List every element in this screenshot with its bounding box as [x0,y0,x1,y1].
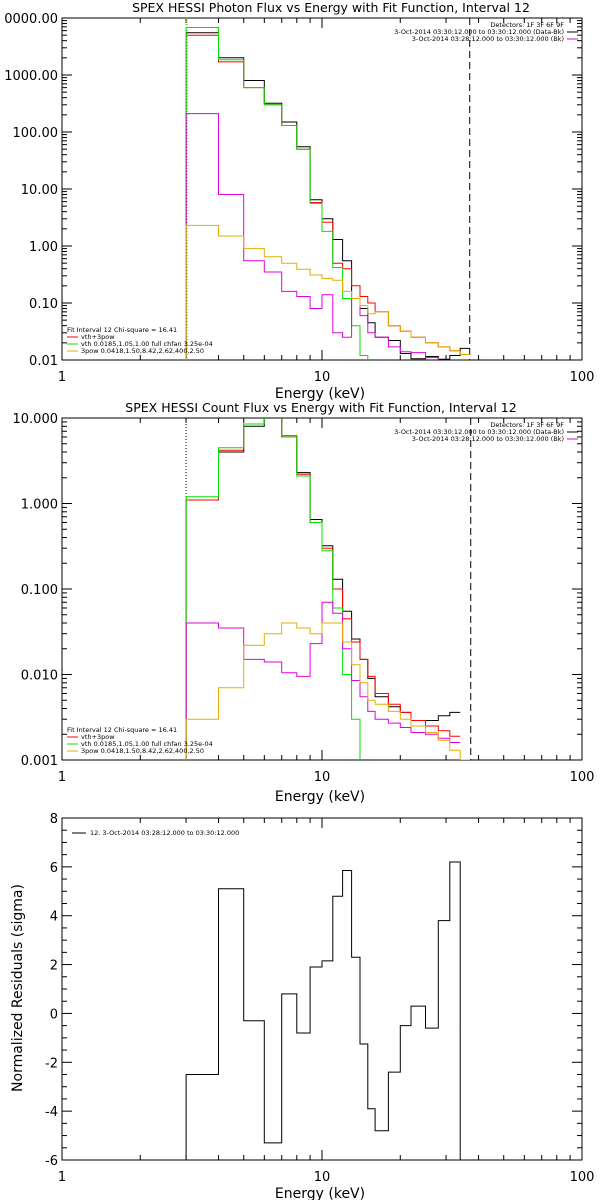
x-tick-label: 100 [570,370,595,385]
series-3-line [185,601,461,760]
y-tick-label: 8 [50,812,58,827]
y-tick-label: -2 [45,1056,58,1071]
series-4-line [185,224,470,360]
y-tick-label: 10.00 [21,183,58,198]
y-tick-label: 4 [50,910,58,925]
x-tick-label: 1 [58,770,66,785]
legend-entry: Detectors: 1F 3F 6F 9F [490,421,564,429]
fit-summary-text: Fit Interval 12 Chi-square = 16.41 [67,326,177,334]
y-tick-label: 6 [50,861,58,876]
count-flux-xlabel: Energy (keV) [275,789,365,805]
series-3-line [185,113,439,360]
y-tick-label: 0 [50,1007,58,1022]
count-flux-title: SPEX HESSI Count Flux vs Energy with Fit… [125,400,516,415]
y-tick-label: 0.001 [21,754,58,769]
legend-entry: 3-Oct-2014 03:30:12.000 to 03:30:12.000 … [394,28,564,36]
x-tick-label: 100 [570,770,595,785]
y-tick-label: 2 [50,959,58,974]
legend-entry: 3pow 0.0418,1.50,8.42,2.62,400,2.50 [81,747,204,755]
y-tick-label: 0.100 [21,583,58,598]
y-tick-label: 0.010 [21,669,58,684]
x-tick-label: 10 [314,770,331,785]
y-tick-label: 1.000 [21,498,58,513]
legend-entry: vth+3pow [81,333,115,341]
legend-entry: vth 0.0185,1.05,1.00 full chfan 3.25e-04 [81,740,213,748]
fit-summary-text: Fit Interval 12 Chi-square = 16.41 [67,726,177,734]
residuals-panel: Energy (keV) Normalized Residuals (sigma… [10,812,594,1200]
legend-entry: Detectors: 1F 3F 6F 9F [490,21,564,29]
series-4-line [185,622,471,760]
legend-entry: 3-Oct-2014 03:28:12.000 to 03:30:12.000 … [412,35,564,43]
photon-flux-title: SPEX HESSI Photon Flux vs Energy with Fi… [132,0,530,15]
series-0-line [185,861,461,1160]
series-2-line [185,418,361,760]
photon-flux-xlabel: Energy (keV) [275,386,365,402]
count-flux-panel: SPEX HESSI Count Flux vs Energy with Fit… [13,400,595,805]
residuals-ylabel: Normalized Residuals (sigma) [10,884,26,1092]
series-0-line [185,32,470,360]
legend-entry: vth+3pow [81,733,115,741]
legend-entry: vth 0.0185,1.05,1.00 full chfan 3.25e-04 [81,340,213,348]
legend-entry: 3pow 0.0418,1.50,8.42,2.62,400,2.50 [81,347,204,355]
x-tick-label: 1 [58,370,66,385]
y-tick-label: -4 [45,1105,58,1120]
y-tick-label: 10.000 [13,412,59,427]
y-tick-label: 0000.00 [4,12,58,27]
x-tick-label: 10 [314,1170,331,1185]
series-2-line [185,27,369,360]
y-tick-label: 1.00 [29,240,58,255]
legend-entry: 3-Oct-2014 03:28:12.000 to 03:30:12.000 … [412,435,564,443]
series-group [185,418,471,760]
series-group [185,27,470,360]
legend-entry: 12. 3-Oct-2014 03:28:12.000 to 03:30:12.… [90,829,239,837]
y-tick-label: 0.10 [29,297,58,312]
x-tick-label: 10 [314,370,331,385]
y-tick-label: 1000.00 [4,69,58,84]
residuals-xlabel: Energy (keV) [275,1186,365,1200]
x-tick-label: 1 [58,1170,66,1185]
photon-flux-panel: SPEX HESSI Photon Flux vs Energy with Fi… [4,0,594,402]
y-tick-label: 100.00 [13,126,59,141]
y-tick-label: 0.01 [29,354,58,369]
series-group [185,861,461,1160]
x-tick-label: 100 [570,1170,595,1185]
y-tick-label: -6 [45,1154,58,1169]
legend-entry: 3-Oct-2014 03:30:12.000 to 03:30:12.000 … [394,428,564,436]
